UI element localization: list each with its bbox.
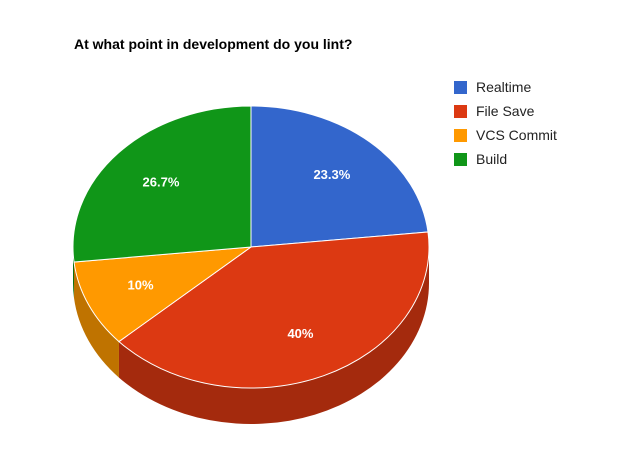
legend-swatch-vcs-commit [454,128,467,142]
legend-item-vcs-commit[interactable]: VCS Commit [454,123,557,147]
legend-item-file-save[interactable]: File Save [454,99,557,123]
legend-swatch-realtime [454,80,467,94]
pie-label-file-save: 40% [287,326,313,341]
pie-tops [72,105,430,389]
pie-label-vcs-commit: 10% [128,278,154,293]
legend-swatch-file-save [454,104,467,118]
pie-slice-realtime[interactable] [250,105,429,248]
pie-labels: 23.3% 40% 10% 26.7% [128,167,351,341]
pie-slice-file-save[interactable] [118,231,430,389]
pie-label-realtime: 23.3% [313,167,350,182]
legend-item-build[interactable]: Build [454,147,557,171]
pie-side-file-save [118,247,430,424]
legend-label-vcs-commit: VCS Commit [476,127,557,143]
legend-label-file-save: File Save [476,103,535,119]
legend-label-build: Build [476,151,508,167]
legend: Realtime File Save VCS Commit Build [454,75,557,171]
legend-label-realtime: Realtime [476,79,532,95]
pie-slice-vcs-commit[interactable] [73,246,253,343]
pie-slice-build[interactable] [72,105,252,263]
legend-swatch-build [454,152,467,166]
pie-label-build: 26.7% [143,174,180,189]
chart-title: At what point in development do you lint… [74,36,353,52]
legend-item-realtime[interactable]: Realtime [454,75,557,99]
pie-side-vcs-commit [74,262,119,378]
